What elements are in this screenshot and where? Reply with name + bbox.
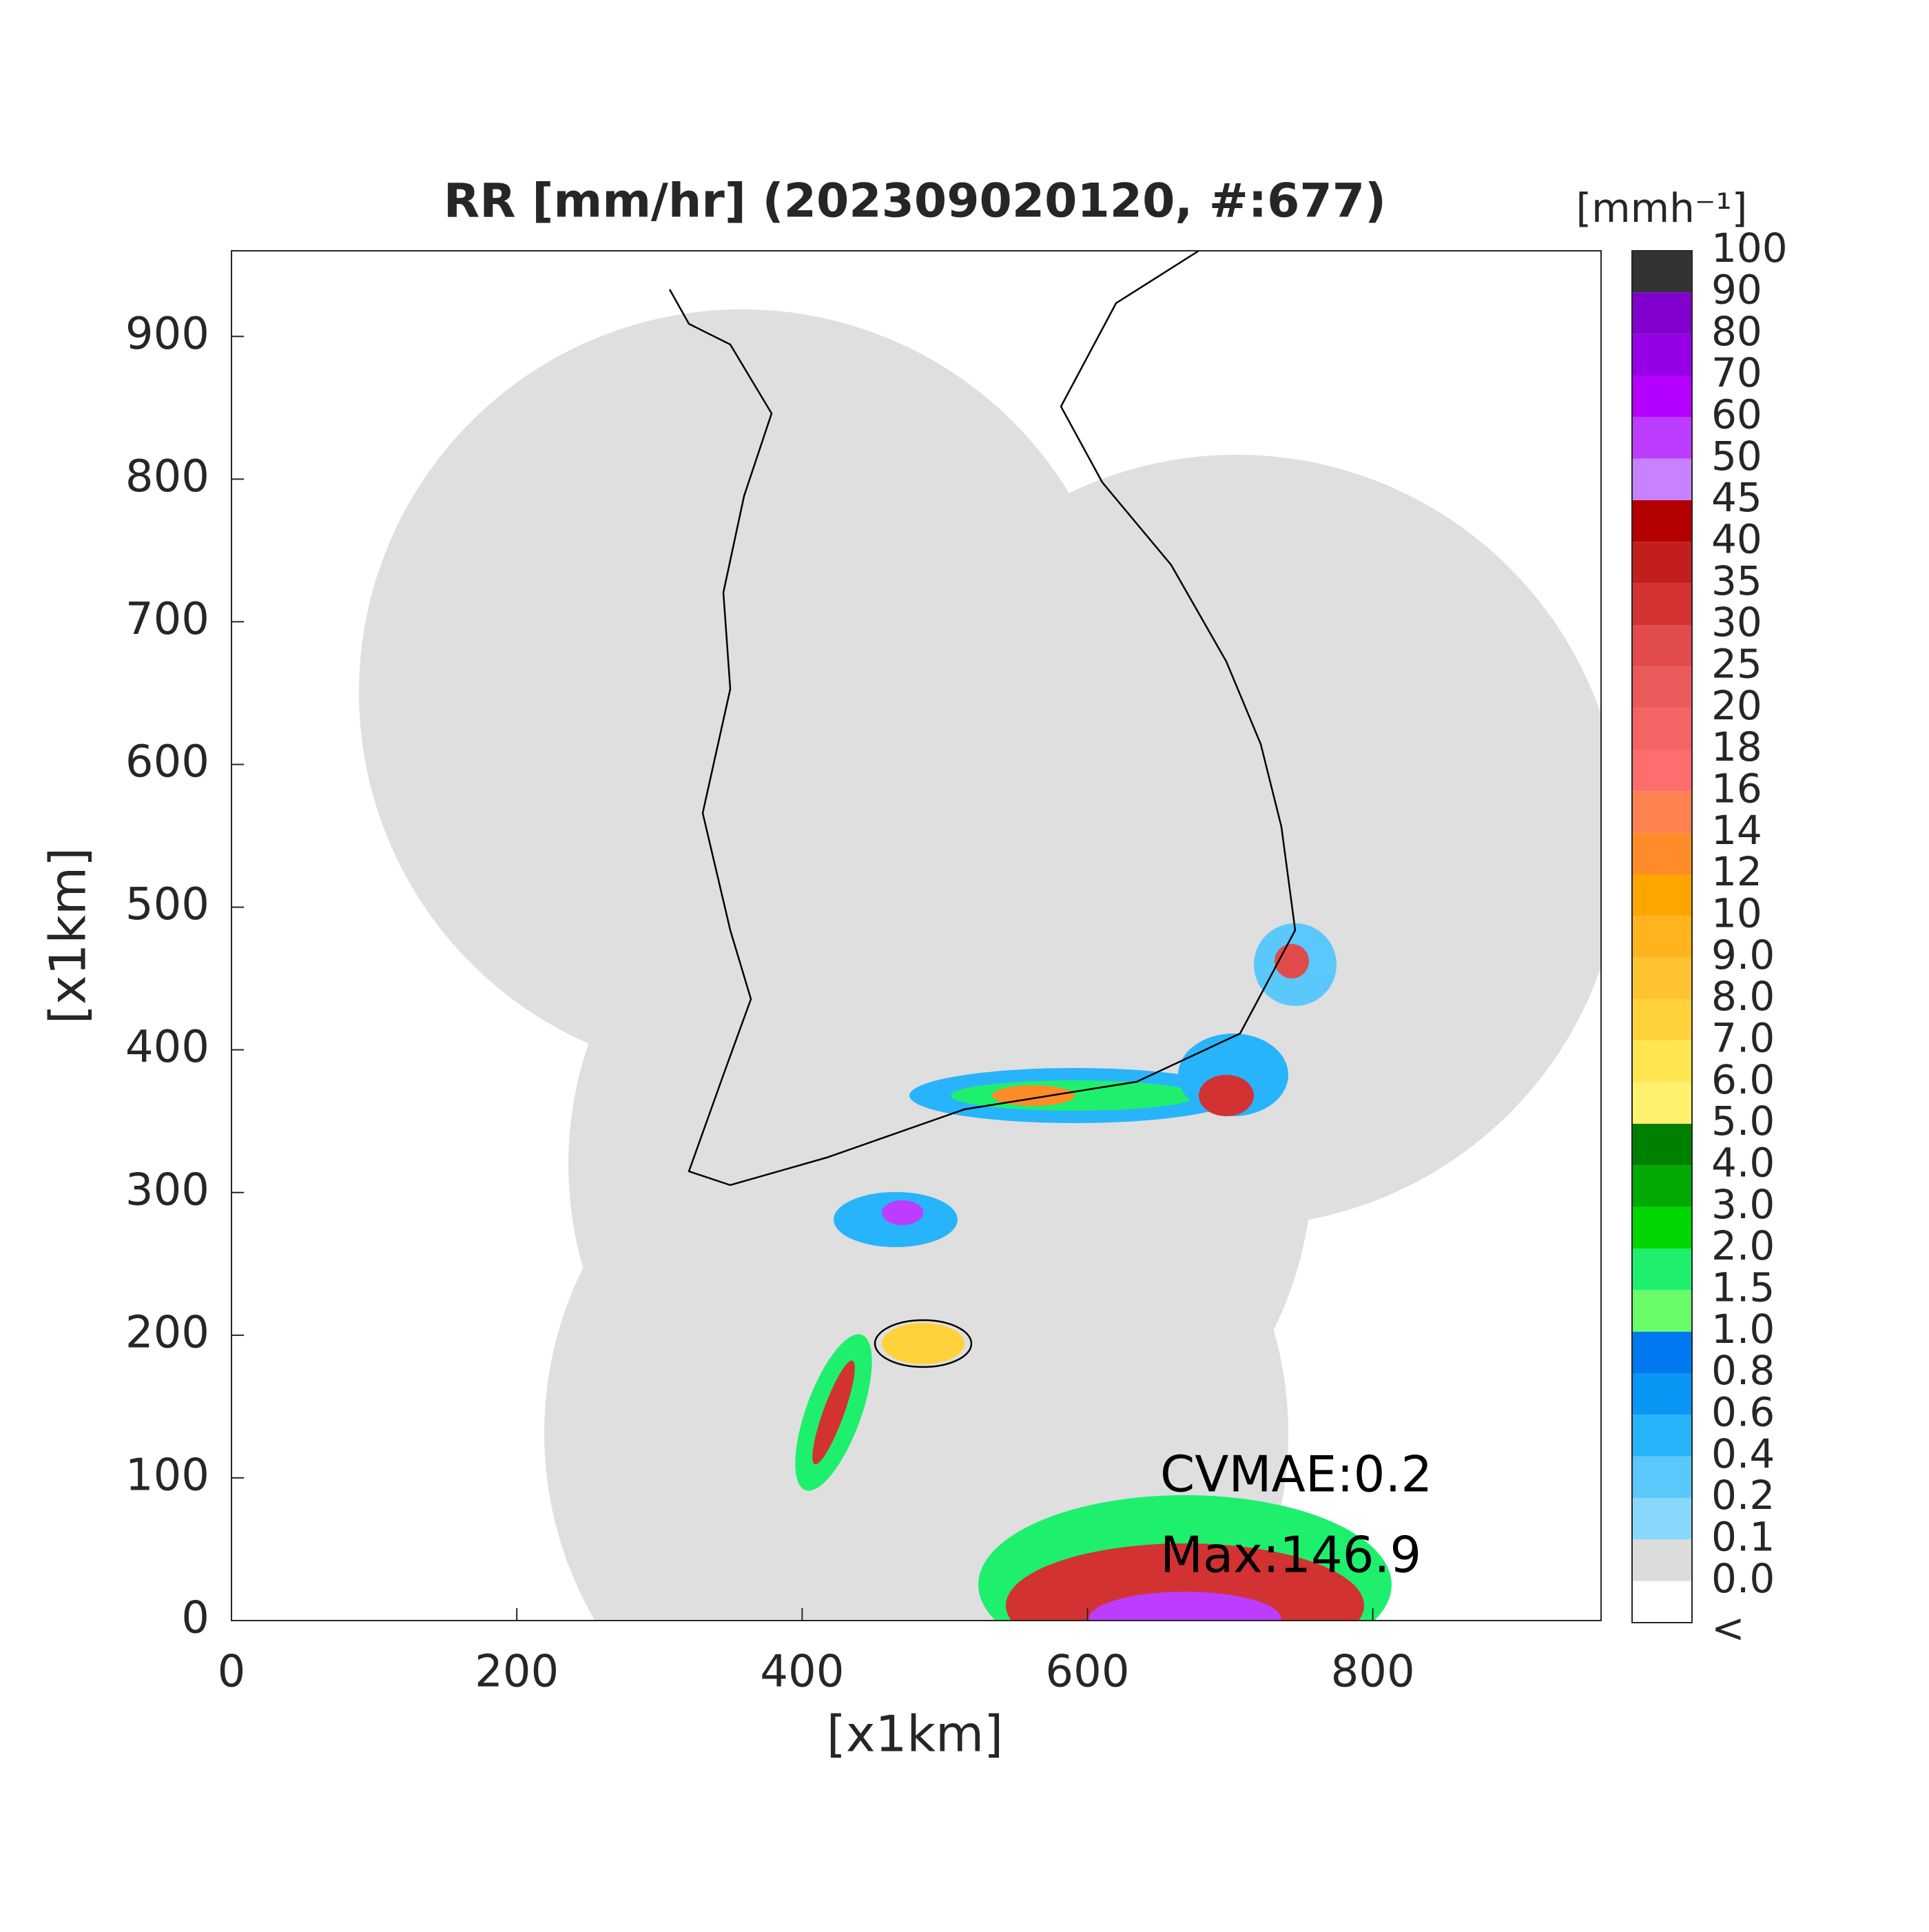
colorbar-band: [1632, 832, 1692, 874]
colorbar-band: [1632, 333, 1692, 376]
annotation: CVMAE:0.2: [1160, 1446, 1432, 1503]
colorbar-label: 0.6: [1711, 1388, 1775, 1435]
colorbar-label: 2.0: [1711, 1222, 1775, 1269]
colorbar-label: 0.1: [1711, 1513, 1775, 1560]
colorbar-band: [1632, 957, 1692, 999]
y-axis-label: [x1km]: [39, 847, 97, 1024]
colorbar-label: 45: [1711, 474, 1762, 521]
colorbar-label: 12: [1711, 848, 1762, 895]
chart-title: RR [mm/hr] (202309020120, #:677): [444, 174, 1386, 229]
colorbar-band: [1632, 1498, 1692, 1540]
colorbar-band: [1632, 1539, 1692, 1581]
x-tick-label: 800: [1331, 1647, 1415, 1698]
colorbar-label: 4.0: [1711, 1139, 1775, 1186]
colorbar-label: 0.8: [1711, 1347, 1775, 1394]
colorbar-band: [1632, 1373, 1692, 1415]
colorbar-label: 14: [1711, 807, 1762, 854]
y-tick-label: 800: [125, 451, 209, 502]
colorbar-band: [1632, 708, 1692, 750]
colorbar-band: [1632, 500, 1692, 542]
x-axis-label: [x1km]: [827, 1705, 1003, 1763]
coastline: [668, 251, 1297, 1186]
colorbar-band: [1632, 583, 1692, 625]
colorbar-band: [1632, 625, 1692, 667]
colorbar-label: 1.5: [1711, 1264, 1775, 1311]
colorbar-band: [1632, 791, 1692, 833]
colorbar-label: 10: [1711, 890, 1762, 936]
y-tick-label: 600: [125, 737, 209, 788]
y-tick-label: 200: [125, 1307, 209, 1358]
colorbar-label: 100: [1711, 225, 1788, 271]
colorbar-band: [1632, 1082, 1692, 1124]
plot-frame: [231, 250, 1602, 1621]
colorbar-label: <: [1711, 1605, 1745, 1652]
colorbar-label: 90: [1711, 266, 1762, 313]
colorbar-band: [1632, 1124, 1692, 1166]
colorbar-label: 40: [1711, 515, 1762, 562]
colorbar-label: 16: [1711, 765, 1762, 812]
colorbar-label: 35: [1711, 557, 1762, 604]
colorbar-band: [1632, 1206, 1692, 1248]
y-tick-label: 400: [125, 1022, 209, 1073]
colorbar-label: 25: [1711, 640, 1762, 687]
colorbar-title: [mmh⁻¹]: [1576, 185, 1748, 232]
x-tick-label: 400: [760, 1647, 844, 1698]
y-tick-label: 100: [125, 1450, 209, 1501]
colorbar-band: [1632, 1165, 1692, 1207]
colorbar-label: 5.0: [1711, 1098, 1775, 1144]
colorbar-band: [1632, 1248, 1692, 1291]
colorbar-band: [1632, 417, 1692, 459]
y-tick-label: 900: [125, 309, 209, 360]
colorbar-label: 9.0: [1711, 932, 1775, 978]
annotation: Max:146.9: [1160, 1526, 1421, 1584]
colorbar-label: 6.0: [1711, 1056, 1775, 1103]
colorbar-band: [1632, 1290, 1692, 1332]
y-tick-label: 300: [125, 1164, 209, 1215]
radar-coverage: [359, 251, 1601, 1621]
colorbar-band: [1632, 1581, 1692, 1623]
colorbar-band: [1632, 376, 1692, 418]
colorbar-band: [1632, 999, 1692, 1041]
colorbar-band: [1632, 251, 1692, 293]
colorbar-band: [1632, 666, 1692, 708]
colorbar-frame: [1631, 250, 1693, 1623]
colorbar-band: [1632, 542, 1692, 584]
colorbar-label: 7.0: [1711, 1014, 1775, 1061]
y-tick-label: 500: [125, 879, 209, 930]
colorbar-label: 50: [1711, 433, 1762, 480]
colorbar-band: [1632, 750, 1692, 792]
jeju-outline: [874, 1319, 973, 1368]
x-tick-label: 600: [1045, 1647, 1129, 1698]
colorbar-band: [1632, 874, 1692, 916]
colorbar-label: 60: [1711, 391, 1762, 438]
y-tick-label: 0: [181, 1593, 209, 1644]
colorbar-band: [1632, 1040, 1692, 1082]
colorbar-band: [1632, 458, 1692, 500]
rain-echoes: [795, 923, 1392, 1621]
y-tick-label: 700: [125, 594, 209, 645]
colorbar-label: 20: [1711, 682, 1762, 729]
x-tick-label: 0: [218, 1647, 246, 1698]
colorbar-band: [1632, 292, 1692, 334]
colorbar-label: 70: [1711, 349, 1762, 396]
colorbar-label: 0.2: [1711, 1472, 1775, 1519]
colorbar-label: 30: [1711, 599, 1762, 646]
colorbar-band: [1632, 1331, 1692, 1373]
x-tick-label: 200: [475, 1647, 559, 1698]
colorbar-label: 80: [1711, 308, 1762, 355]
colorbar-label: 3.0: [1711, 1181, 1775, 1228]
colorbar-label: 0.4: [1711, 1430, 1775, 1477]
colorbar-label: 18: [1711, 723, 1762, 770]
colorbar-band: [1632, 1456, 1692, 1498]
colorbar-label: 8.0: [1711, 973, 1775, 1020]
colorbar-band: [1632, 1415, 1692, 1457]
colorbar-label: 1.0: [1711, 1306, 1775, 1353]
colorbar-band: [1632, 916, 1692, 958]
colorbar-label: 0.0: [1711, 1555, 1775, 1602]
